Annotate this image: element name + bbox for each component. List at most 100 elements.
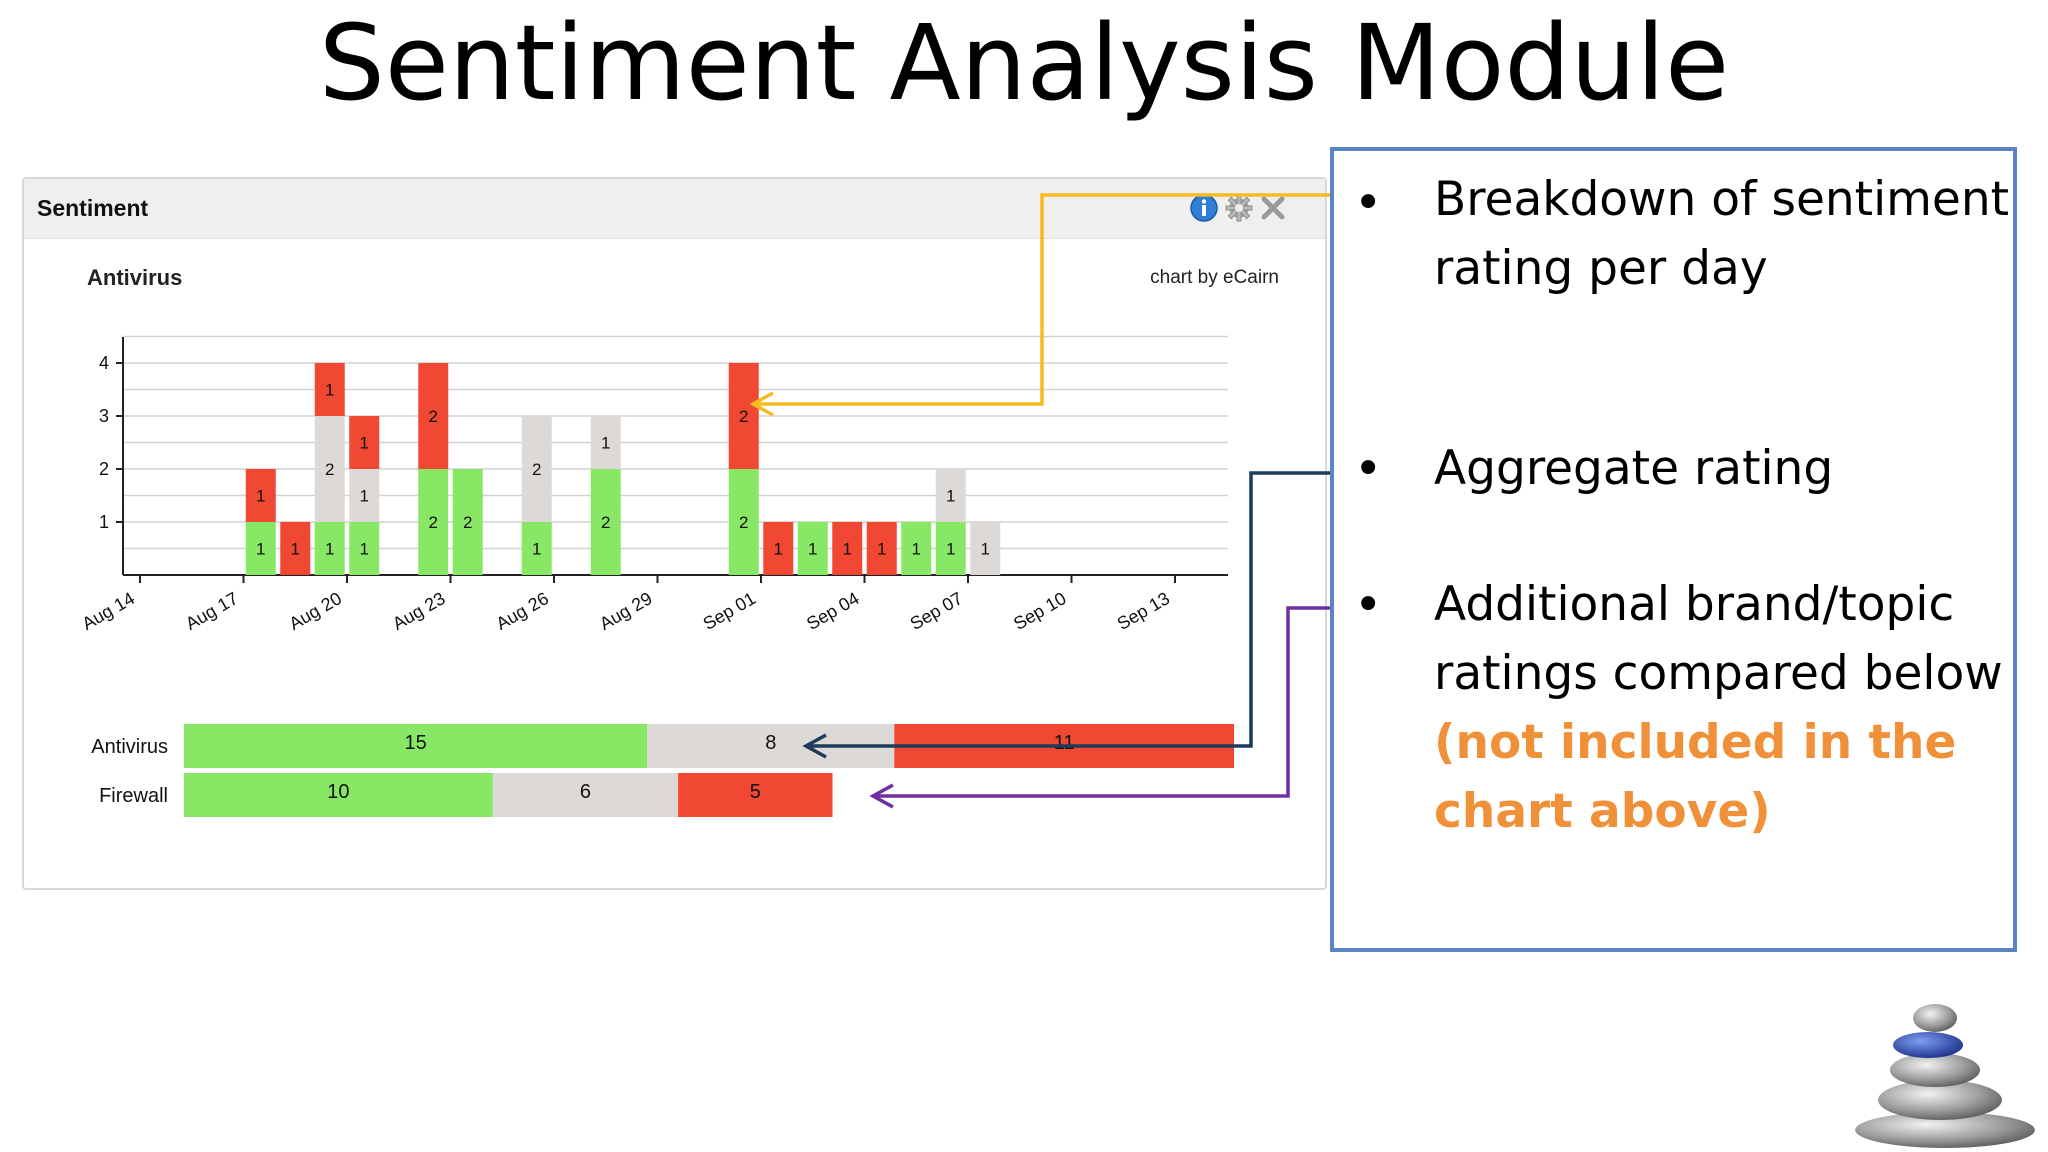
bar-segment-negative	[314, 363, 345, 416]
bar-value-label: 1	[256, 540, 265, 559]
balanced-stones-logo	[1855, 1004, 2035, 1148]
bar-value-label: 2	[739, 407, 748, 426]
aggregate-value-label: 15	[404, 732, 426, 754]
callout-arrows	[749, 193, 1330, 809]
bar-segment-positive	[901, 522, 932, 575]
bar-value-label: 1	[325, 540, 334, 559]
x-tick-label: Sep 13	[1114, 588, 1173, 634]
bar-segment-positive	[314, 522, 345, 575]
bar-segment-positive	[797, 522, 828, 575]
aggregate-value-label: 5	[750, 781, 761, 803]
bar-segment-negative	[280, 522, 311, 575]
x-tick-label: Sep 01	[700, 588, 759, 634]
callout-item-aggregate: Aggregate rating	[1434, 441, 1834, 496]
bar-value-label: 2	[739, 513, 748, 532]
bar-value-label: 2	[429, 513, 438, 532]
bar-segment-positive	[418, 469, 449, 575]
aggregate-value-label: 10	[327, 781, 349, 803]
callout-box: • Breakdown of sentiment rating per day …	[1330, 147, 2017, 952]
y-tick-label: 4	[99, 353, 109, 373]
x-tick-label: Aug 26	[493, 588, 552, 634]
slide-title: Sentiment Analysis Module	[318, 2, 1730, 124]
bar-segment-neutral	[970, 522, 1001, 575]
x-tick-label: Aug 17	[182, 588, 241, 634]
aggregate-value-label: 8	[765, 732, 776, 754]
aggregate-segment-positive	[184, 773, 493, 817]
aggregate-segment-neutral	[492, 773, 679, 817]
bar-value-label: 2	[601, 513, 610, 532]
aggregate-segment-positive	[184, 724, 648, 768]
aggregate-row-label: Firewall	[99, 785, 168, 807]
bar-value-label: 2	[325, 460, 334, 479]
bar-segment-positive	[728, 469, 759, 575]
bar-segment-negative	[763, 522, 794, 575]
bullet-marker: •	[1354, 577, 1383, 633]
bar-segment-positive	[935, 522, 966, 575]
bar-value-label: 1	[325, 381, 334, 400]
bar-value-label: 1	[360, 434, 369, 453]
panel-header: Sentiment	[24, 179, 1325, 239]
bar-segment-negative	[349, 416, 380, 469]
daily-stacked-bar-chart: 1 2 3 4 Aug 14 Aug 17 Aug 20 Aug 23 Aug 26 Aug 29…	[79, 335, 1228, 634]
bar-segment-positive	[590, 469, 621, 575]
arrow-additional-head	[869, 783, 894, 809]
aggregate-value-label: 11	[1054, 732, 1075, 754]
bar-segment-neutral	[349, 469, 380, 522]
arrow-additional	[873, 606, 1330, 798]
bar-value-label: 1	[360, 540, 369, 559]
bar-segment-positive	[245, 522, 276, 575]
x-tick-label: Sep 10	[1010, 588, 1069, 634]
bullet-marker: •	[1354, 175, 1383, 231]
bar-segment-negative	[728, 363, 759, 469]
aggregate-rating-chart: Antivirus 15 8 11 Firewall 10 6 5	[91, 724, 1234, 817]
chart-credit: chart by eCairn	[1150, 267, 1279, 288]
bar-segment-neutral	[521, 416, 552, 522]
x-tick-label: Aug 14	[79, 588, 138, 634]
bar-segment-negative	[866, 522, 897, 575]
sentiment-panel: Sentiment	[22, 177, 1327, 890]
bar-value-label: 1	[256, 487, 265, 506]
callout-item-additional: Additional brand/topic ratings compared …	[1434, 570, 2014, 846]
y-tick-label: 1	[99, 512, 109, 532]
bar-value-label: 2	[532, 460, 541, 479]
panel-title: Sentiment	[37, 195, 149, 221]
close-icon[interactable]	[1258, 193, 1288, 223]
x-tick-label: Aug 29	[596, 588, 655, 634]
arrow-aggregate	[806, 471, 1330, 748]
bar-value-label: 1	[601, 434, 610, 453]
bar-value-label: 2	[429, 407, 438, 426]
x-tick-label: Sep 04	[803, 588, 862, 634]
bar-value-label: 1	[291, 540, 300, 559]
x-tick-label: Aug 23	[389, 588, 448, 634]
bar-segment-neutral	[314, 416, 345, 522]
bar-value-label: 1	[877, 540, 886, 559]
bar-value-label: 1	[946, 540, 955, 559]
chart-title: Antivirus	[87, 265, 182, 290]
bar-segment-positive	[349, 522, 380, 575]
bar-value-label: 1	[360, 487, 369, 506]
bar-segment-positive	[521, 522, 552, 575]
callout-item-additional-text: Additional brand/topic ratings compared …	[1434, 577, 2003, 701]
bar-segment-negative	[832, 522, 863, 575]
arrow-breakdown-head	[749, 391, 774, 417]
bar-value-label: 1	[946, 487, 955, 506]
y-tick-label: 3	[99, 406, 109, 426]
bar-segment-negative	[245, 469, 276, 522]
bullet-marker: •	[1354, 441, 1383, 497]
callout-item-breakdown: Breakdown of sentiment rating per day	[1434, 172, 2010, 296]
bar-value-label: 1	[808, 540, 817, 559]
x-tick-label: Sep 07	[907, 588, 966, 634]
bar-value-label: 1	[912, 540, 921, 559]
arrow-aggregate-head	[802, 733, 827, 759]
y-tick-label: 2	[99, 459, 109, 479]
bar-segment-neutral	[935, 469, 966, 522]
bar-value-label: 1	[774, 540, 783, 559]
bar-value-label: 1	[843, 540, 852, 559]
bar-value-label: 2	[463, 513, 472, 532]
bar-value-label: 1	[532, 540, 541, 559]
aggregate-segment-negative	[678, 773, 833, 817]
arrow-breakdown	[753, 193, 1330, 406]
bar-segment-positive	[452, 469, 483, 575]
x-tick-label: Aug 20	[286, 588, 345, 634]
